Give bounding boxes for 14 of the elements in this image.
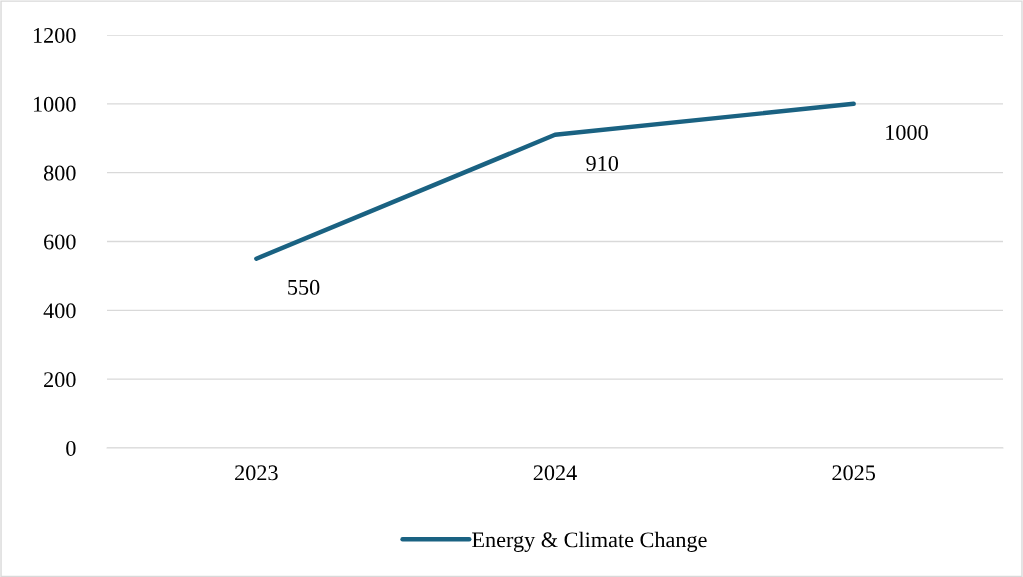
x-tick-label: 2024 (533, 465, 577, 481)
y-tick-label: 800 (43, 165, 76, 181)
legend-label: Energy & Climate Change (472, 531, 707, 552)
y-tick-label: 0 (66, 440, 76, 456)
y-tick-label: 1200 (33, 27, 76, 43)
data-label: 1000 (886, 124, 928, 140)
y-tick-label: 600 (44, 234, 76, 250)
data-label: 910 (586, 155, 619, 171)
data-label: 550 (288, 279, 320, 295)
x-tick-label: 2023 (235, 465, 278, 481)
x-tick-label: 2025 (832, 465, 876, 481)
y-tick-label: 200 (44, 372, 76, 388)
y-tick-label: 1000 (33, 96, 76, 112)
y-tick-label: 400 (43, 303, 76, 319)
